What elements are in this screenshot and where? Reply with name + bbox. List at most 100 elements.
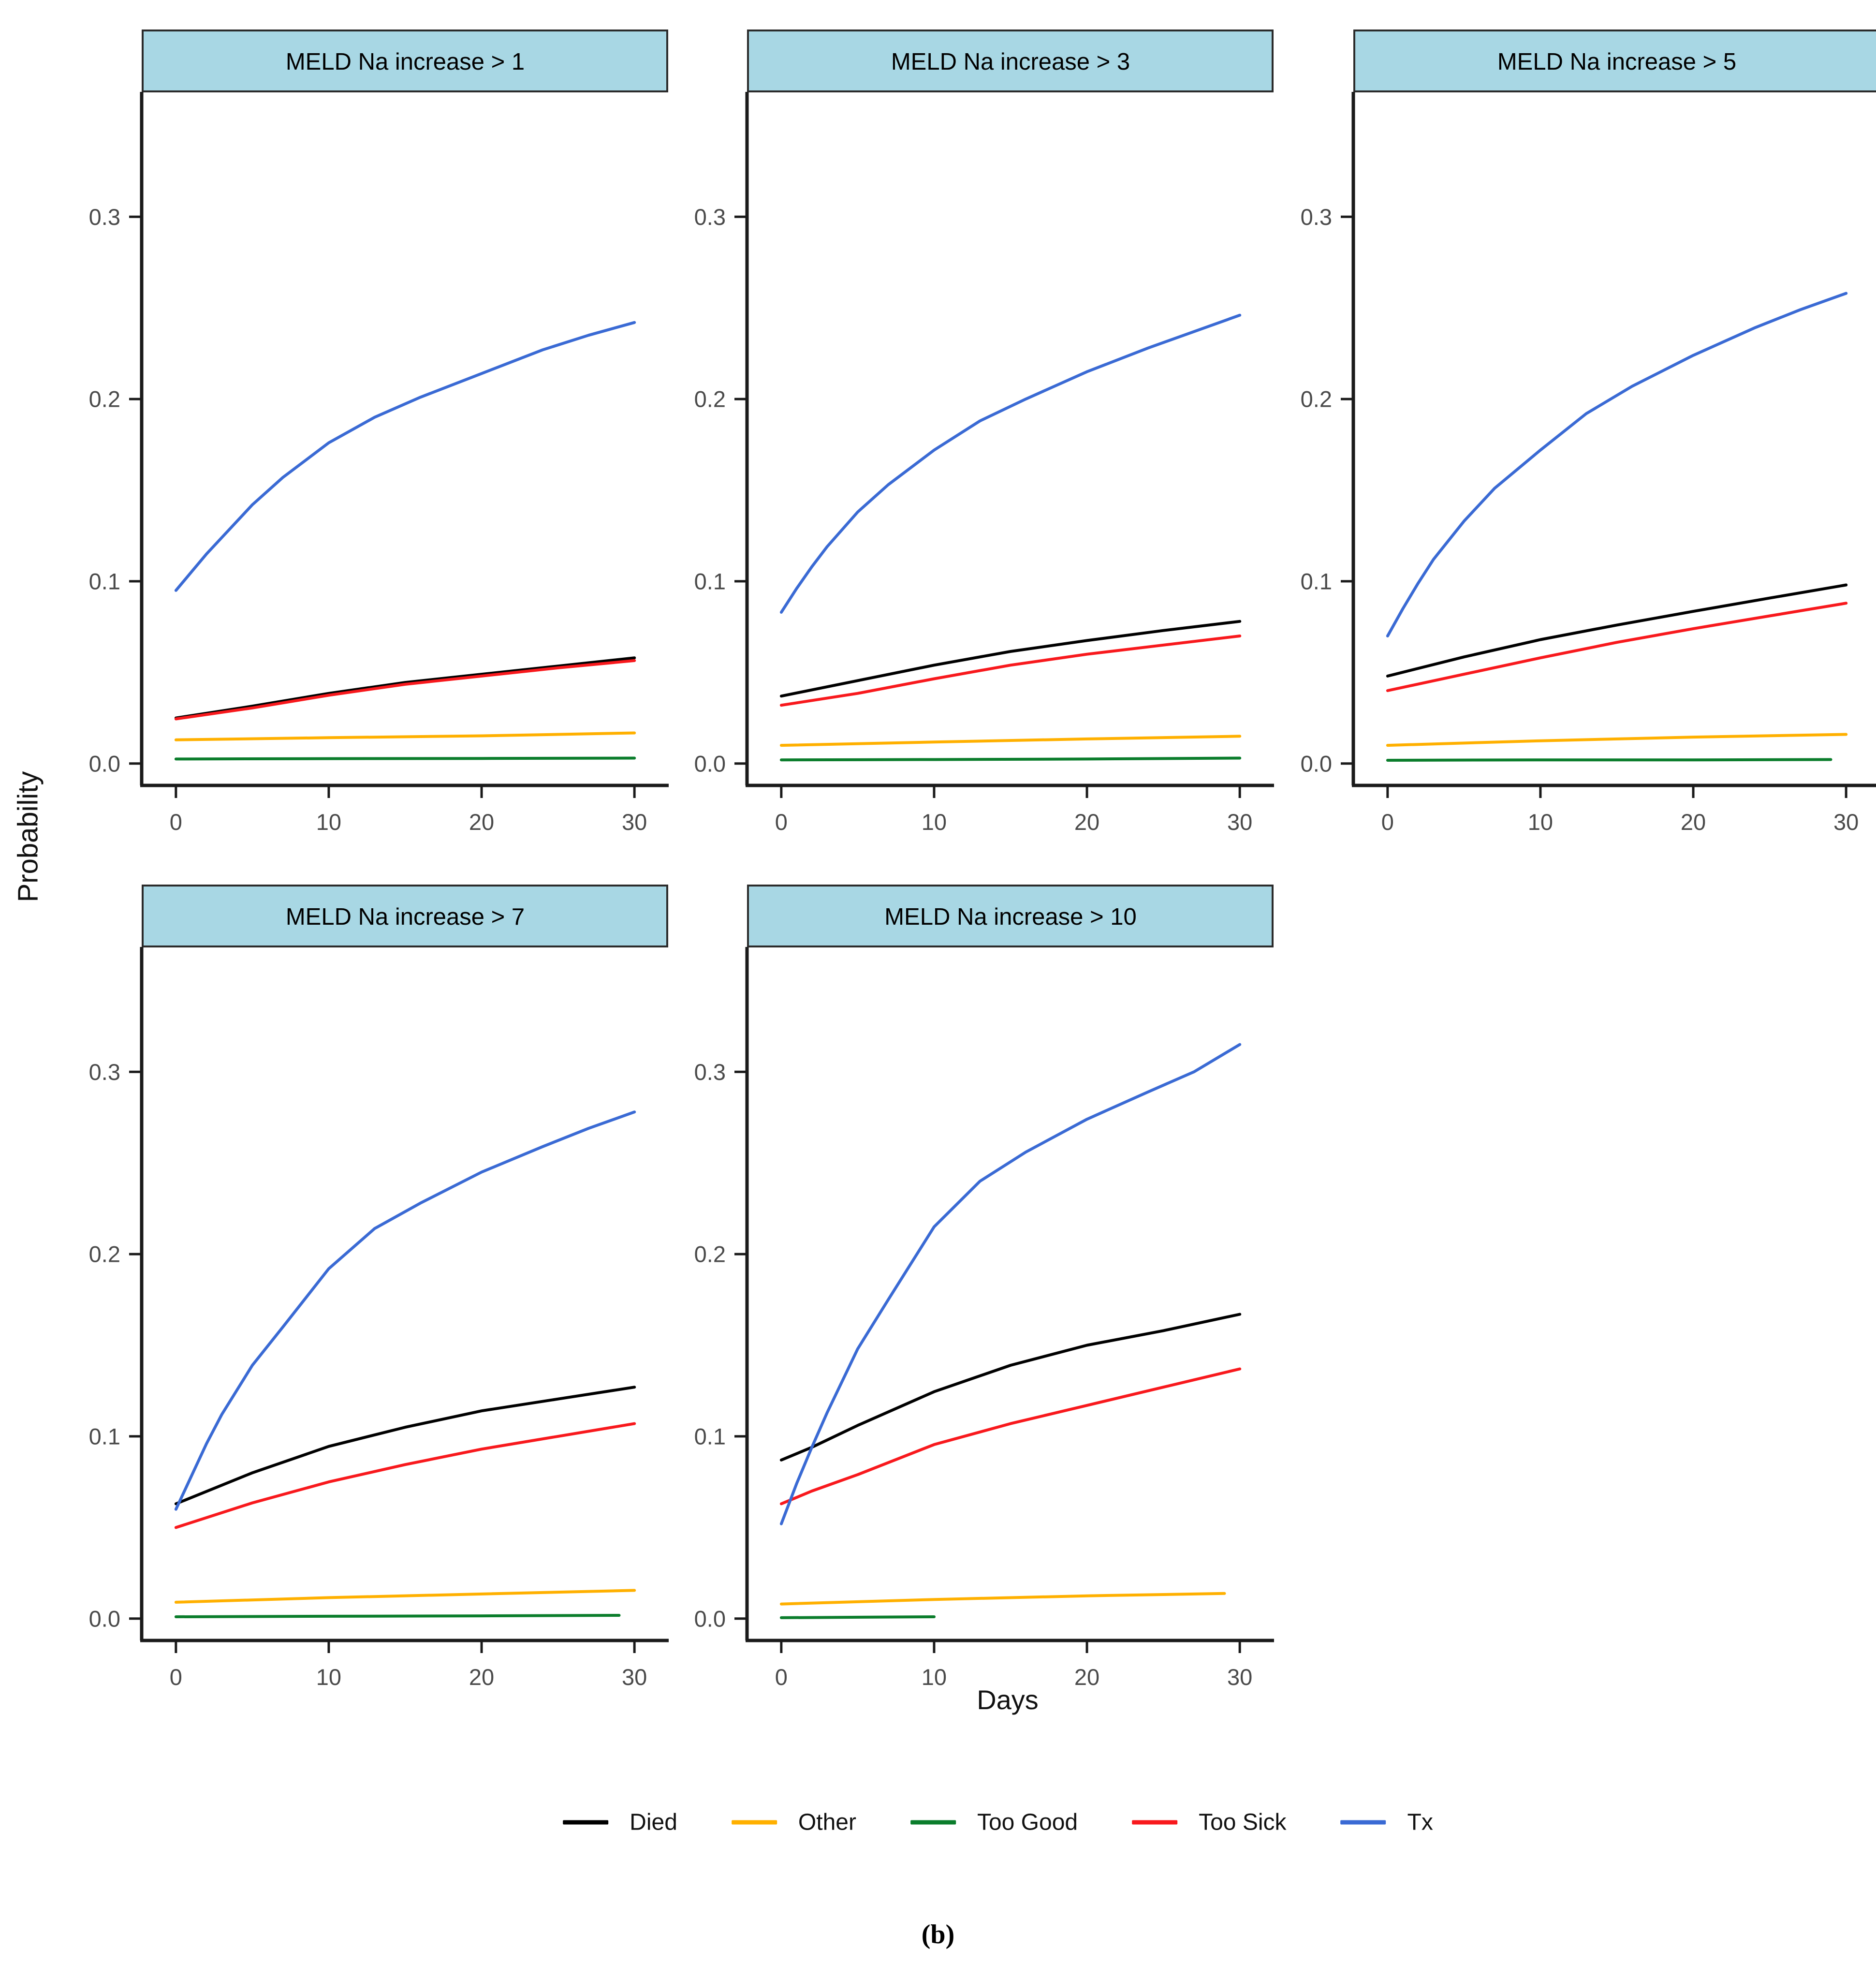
x-tick-label: 20: [469, 1664, 494, 1690]
y-tick-label: 0.0: [694, 1606, 726, 1631]
series-line-too-good: [174, 756, 636, 761]
x-tick-label: 30: [1833, 809, 1859, 835]
series-line-other: [779, 735, 1242, 747]
legend-swatch-tx-icon: [1340, 1820, 1386, 1825]
x-tick-label: 0: [1381, 809, 1394, 835]
x-tick-label: 30: [1227, 1664, 1252, 1690]
y-tick-label: 0.0: [89, 1606, 120, 1631]
y-tick-label: 0.1: [1301, 568, 1332, 594]
legend-item-too-good: Too Good: [910, 1809, 1078, 1836]
series-line-died: [174, 1386, 636, 1506]
y-tick-label: 0.0: [1301, 751, 1332, 776]
facet-chart: MELD Na increase > 7 0.0 0.1 0.2 0.3 0 10 20 30: [89, 885, 669, 1690]
facet-strip: [747, 885, 1274, 947]
legend-item-died: Died: [563, 1809, 677, 1836]
facet-chart: MELD Na increase > 5 0.0 0.1 0.2 0.3 0 10 20 30: [1301, 30, 1876, 835]
series-line-other: [779, 1592, 1226, 1606]
facet-meld-increase-1: MELD Na increase > 1 0.0 0.1 0.2 0.3 0 10 20 30: [50, 29, 669, 890]
y-tick-label: 0.1: [89, 1423, 120, 1449]
y-tick-label: 0.3: [89, 204, 120, 230]
series-line-too-good: [1386, 758, 1832, 762]
series-line-tx: [174, 321, 636, 592]
x-tick-label: 30: [622, 809, 647, 835]
y-axis-title: Probability: [12, 771, 44, 902]
series-line-too-good: [779, 1615, 936, 1619]
series-line-other: [1386, 733, 1848, 747]
x-axis-title: Days: [977, 1684, 1039, 1715]
chart-legend: Died Other Too Good Too Sick Tx: [563, 1809, 1433, 1836]
facet-meld-increase-3: MELD Na increase > 3 0.0 0.1 0.2 0.3 0 10 20 30: [655, 29, 1274, 890]
x-tick-label: 20: [1074, 1664, 1099, 1690]
series-line-too-sick: [1386, 602, 1848, 692]
x-tick-label: 0: [170, 809, 182, 835]
x-tick-label: 30: [1227, 809, 1252, 835]
series-line-too-sick: [174, 1422, 636, 1529]
y-tick-label: 0.2: [1301, 386, 1332, 412]
y-tick-label: 0.1: [694, 1423, 726, 1449]
series-line-too-good: [779, 756, 1242, 762]
facet-chart: MELD Na increase > 1 0.0 0.1 0.2 0.3 0 10 20 30: [89, 30, 669, 835]
x-tick-label: 10: [922, 809, 947, 835]
facet-strip: [1353, 30, 1876, 92]
y-tick-label: 0.2: [694, 386, 726, 412]
x-tick-label: 20: [1681, 809, 1706, 835]
legend-label: Too Good: [977, 1809, 1078, 1835]
y-tick-label: 0.1: [89, 568, 120, 594]
facet-chart: MELD Na increase > 10 0.0 0.1 0.2 0.3 0 10 20 30: [694, 885, 1274, 1690]
x-tick-label: 10: [316, 1664, 341, 1690]
x-tick-label: 0: [775, 1664, 788, 1690]
figure-caption: (b): [921, 1920, 955, 1950]
series-line-tx: [779, 313, 1242, 614]
x-tick-label: 30: [622, 1664, 647, 1690]
y-tick-label: 0.2: [89, 1241, 120, 1267]
facet-meld-increase-5: MELD Na increase > 5 0.0 0.1 0.2 0.3 0 10 20 30: [1261, 29, 1876, 890]
legend-label: Other: [798, 1809, 856, 1835]
y-tick-label: 0.3: [1301, 204, 1332, 230]
legend-item-tx: Tx: [1340, 1809, 1433, 1836]
series-line-too-sick: [779, 1367, 1242, 1506]
facet-meld-increase-7: MELD Na increase > 7 0.0 0.1 0.2 0.3 0 10 20 30: [50, 884, 669, 1745]
y-tick-label: 0.0: [89, 751, 120, 776]
facet-strip-title: MELD Na increase > 3: [891, 49, 1130, 75]
facet-chart: MELD Na increase > 3 0.0 0.1 0.2 0.3 0 10 20 30: [694, 30, 1274, 835]
y-tick-label: 0.2: [89, 386, 120, 412]
legend-label: Too Sick: [1199, 1809, 1287, 1835]
legend-swatch-other-icon: [731, 1820, 777, 1825]
series-line-too-sick: [174, 659, 636, 721]
series-line-other: [174, 1589, 636, 1604]
x-tick-label: 10: [1528, 809, 1553, 835]
y-tick-label: 0.3: [89, 1059, 120, 1085]
legend-label: Tx: [1407, 1809, 1433, 1835]
facet-strip-title: MELD Na increase > 10: [884, 904, 1137, 930]
legend-item-too-sick: Too Sick: [1132, 1809, 1287, 1836]
x-tick-label: 20: [469, 809, 494, 835]
facet-strip-title: MELD Na increase > 1: [286, 49, 525, 75]
legend-label: Died: [630, 1809, 677, 1835]
series-line-too-good: [174, 1614, 621, 1618]
series-line-died: [779, 620, 1242, 698]
facet-strip: [142, 30, 668, 92]
facet-strip: [142, 885, 668, 947]
x-tick-label: 0: [170, 1664, 182, 1690]
legend-swatch-too-sick-icon: [1132, 1820, 1178, 1825]
series-line-died: [779, 1313, 1242, 1462]
series-line-tx: [1386, 292, 1848, 637]
facet-strip-title: MELD Na increase > 7: [286, 904, 525, 930]
x-tick-label: 0: [775, 809, 788, 835]
y-tick-label: 0.0: [694, 751, 726, 776]
y-tick-label: 0.2: [694, 1241, 726, 1267]
series-line-tx: [779, 1043, 1242, 1525]
series-line-tx: [174, 1110, 636, 1511]
facet-strip-title: MELD Na increase > 5: [1497, 49, 1736, 75]
x-tick-label: 10: [922, 1664, 947, 1690]
legend-item-other: Other: [731, 1809, 856, 1836]
y-tick-label: 0.3: [694, 204, 726, 230]
x-tick-label: 10: [316, 809, 341, 835]
legend-swatch-too-good-icon: [910, 1820, 956, 1825]
facet-meld-increase-10: MELD Na increase > 10 0.0 0.1 0.2 0.3 0 10 20 30: [655, 884, 1274, 1745]
series-line-died: [174, 656, 636, 720]
y-tick-label: 0.3: [694, 1059, 726, 1085]
legend-swatch-died-icon: [563, 1820, 609, 1825]
x-tick-label: 20: [1074, 809, 1099, 835]
